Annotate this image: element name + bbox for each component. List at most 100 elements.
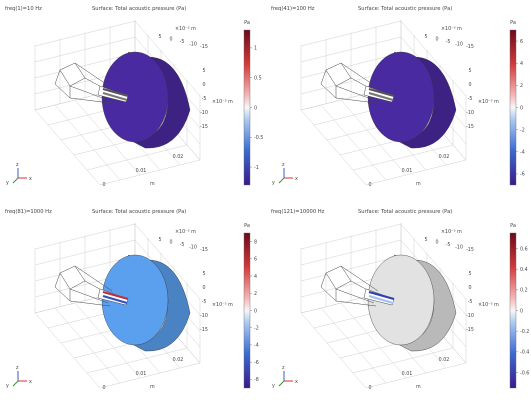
- axis-c-tick-label: 0: [202, 285, 205, 291]
- axis-c-tick-label: -10: [466, 110, 474, 116]
- param-label: freq(41)=100 Hz: [271, 6, 315, 12]
- axis-triad: [12, 168, 27, 184]
- tube-low: [368, 91, 394, 102]
- axis-a-tick-label: 0: [169, 240, 172, 246]
- disk-surface: [101, 51, 191, 149]
- axis-triad: [278, 371, 293, 387]
- disk-surface: [101, 254, 191, 352]
- param-label: freq(1)=10 Hz: [5, 6, 42, 12]
- axis-b-unit: m: [416, 182, 421, 187]
- axis-b-tick-label: 0.01: [136, 371, 147, 377]
- colorbar-tick-label: -6: [520, 172, 525, 178]
- axis-a-tick-label: -15: [200, 247, 208, 253]
- plot-title: Surface: Total acoustic pressure (Pa): [92, 209, 186, 215]
- axis-b-unit: m: [416, 385, 421, 390]
- colorbar-unit: Pa: [510, 20, 516, 26]
- axis-b-tick-label: 0.02: [439, 357, 450, 363]
- colorbar-tick-label: 8: [254, 239, 257, 245]
- axis-b-tick-label: 0: [102, 182, 105, 188]
- triad-x-label: x: [295, 380, 298, 385]
- triad-z-label: z: [282, 163, 285, 168]
- colorbar-tick-label: 2: [254, 291, 257, 297]
- axis-a-unit: ×10⁻³ m: [175, 26, 196, 32]
- triad-y-label: y: [272, 384, 275, 389]
- colorbar-tick-label: -0.4: [520, 350, 529, 356]
- axis-a-tick-label: 0: [435, 240, 438, 246]
- axis-b-tick-label: 0: [102, 385, 105, 391]
- triad-z-label: z: [16, 366, 19, 371]
- axis-a-tick-label: -10: [455, 245, 463, 251]
- triad-x-label: x: [295, 177, 298, 182]
- param-label: freq(121)=10000 Hz: [271, 209, 325, 215]
- axis-a-tick-label: 5: [158, 34, 161, 40]
- tube-low: [102, 91, 128, 102]
- tube-low: [102, 294, 128, 305]
- colorbar-tick-label: 4: [520, 61, 523, 67]
- axis-a-tick-label: 0: [169, 37, 172, 43]
- axis-c-tick-label: 0: [468, 82, 471, 88]
- axis-c-tick-label: -10: [200, 313, 208, 319]
- axis-c-tick-label: -5: [468, 96, 473, 102]
- axis-a-tick-label: -15: [200, 44, 208, 50]
- axis-c-tick-label: 0: [202, 82, 205, 88]
- colorbar-tick-label: 0.2: [520, 288, 528, 294]
- triad-y-label: y: [272, 181, 275, 186]
- axis-c-tick-label: 5: [202, 271, 205, 277]
- tube-high: [368, 87, 395, 98]
- tube-low: [368, 294, 394, 305]
- colorbar-tick-label: 4: [254, 274, 257, 280]
- colorbar-tick-label: -8: [254, 377, 259, 383]
- axis-b-tick-label: 0.02: [173, 154, 184, 160]
- axis-c-tick-label: 5: [468, 68, 471, 74]
- plot-panel-2: freq(41)=100 Hz Surface: Total acoustic p…: [266, 0, 531, 202]
- plot-panel-4: freq(121)=10000 Hz Surface: Total acousti…: [266, 203, 531, 405]
- axis-c-tick-label: -15: [200, 124, 208, 130]
- axis-b-tick-label: 0.01: [402, 168, 413, 174]
- disk-surface: [367, 51, 457, 149]
- plot-title: Surface: Total acoustic pressure (Pa): [92, 6, 186, 12]
- axis-a-tick-label: -10: [189, 42, 197, 48]
- colorbar-tick-label: 1: [254, 46, 257, 52]
- axis-c-tick-label: -10: [200, 110, 208, 116]
- axis-b-tick-label: 0: [368, 182, 371, 188]
- colorbar-unit: Pa: [244, 20, 250, 26]
- colorbar-tick-label: -0.5: [254, 135, 263, 141]
- axis-triad: [12, 371, 27, 387]
- axis-c-tick-label: -15: [466, 124, 474, 130]
- axis-c-tick-label: -10: [466, 313, 474, 319]
- colorbar-tick-label: 2: [520, 83, 523, 89]
- plot-svg: freq(1)=10 Hz Surface: Total acoustic pre…: [5, 6, 263, 188]
- axis-c-unit: ×10⁻³ m: [478, 302, 499, 308]
- axis-b-tick-label: 0.02: [173, 357, 184, 363]
- axis-a-tick-label: 0: [435, 37, 438, 43]
- colorbar-tick-label: -1: [254, 165, 259, 171]
- axis-c-tick-label: 0: [468, 285, 471, 291]
- colorbar-tick-label: 6: [254, 257, 257, 263]
- colorbar-tick-label: 0: [520, 308, 523, 314]
- axis-triad: [278, 168, 293, 184]
- colorbar-tick-label: 0: [520, 105, 523, 111]
- axis-a-tick-label: -5: [180, 39, 185, 45]
- axis-b-tick-label: 0: [368, 385, 371, 391]
- triad-z-label: z: [16, 163, 19, 168]
- axis-a-tick-label: 5: [158, 237, 161, 243]
- axis-b-tick-label: 0.01: [136, 168, 147, 174]
- colorbar-unit: Pa: [244, 223, 250, 229]
- axis-c-tick-label: -5: [202, 96, 207, 102]
- colorbar: [243, 232, 251, 389]
- plot-svg: freq(41)=100 Hz Surface: Total acoustic p…: [271, 6, 525, 188]
- colorbar: [509, 29, 517, 186]
- axis-a-tick-label: -10: [455, 42, 463, 48]
- axis-a-tick-label: -15: [466, 247, 474, 253]
- plot-svg: freq(81)=1000 Hz Surface: Total acoustic …: [5, 209, 259, 391]
- axis-b-unit: m: [150, 385, 155, 390]
- plot-panel-1: freq(1)=10 Hz Surface: Total acoustic pre…: [0, 0, 265, 202]
- disk-surface: [367, 254, 457, 352]
- tube-high: [102, 87, 129, 98]
- axis-a-tick-label: -10: [189, 245, 197, 251]
- triad-x-label: x: [29, 177, 32, 182]
- axis-a-tick-label: -5: [446, 39, 451, 45]
- colorbar-tick-label: -4: [520, 150, 525, 156]
- axis-c-tick-label: 5: [202, 68, 205, 74]
- axis-a-unit: ×10⁻³ m: [441, 229, 462, 235]
